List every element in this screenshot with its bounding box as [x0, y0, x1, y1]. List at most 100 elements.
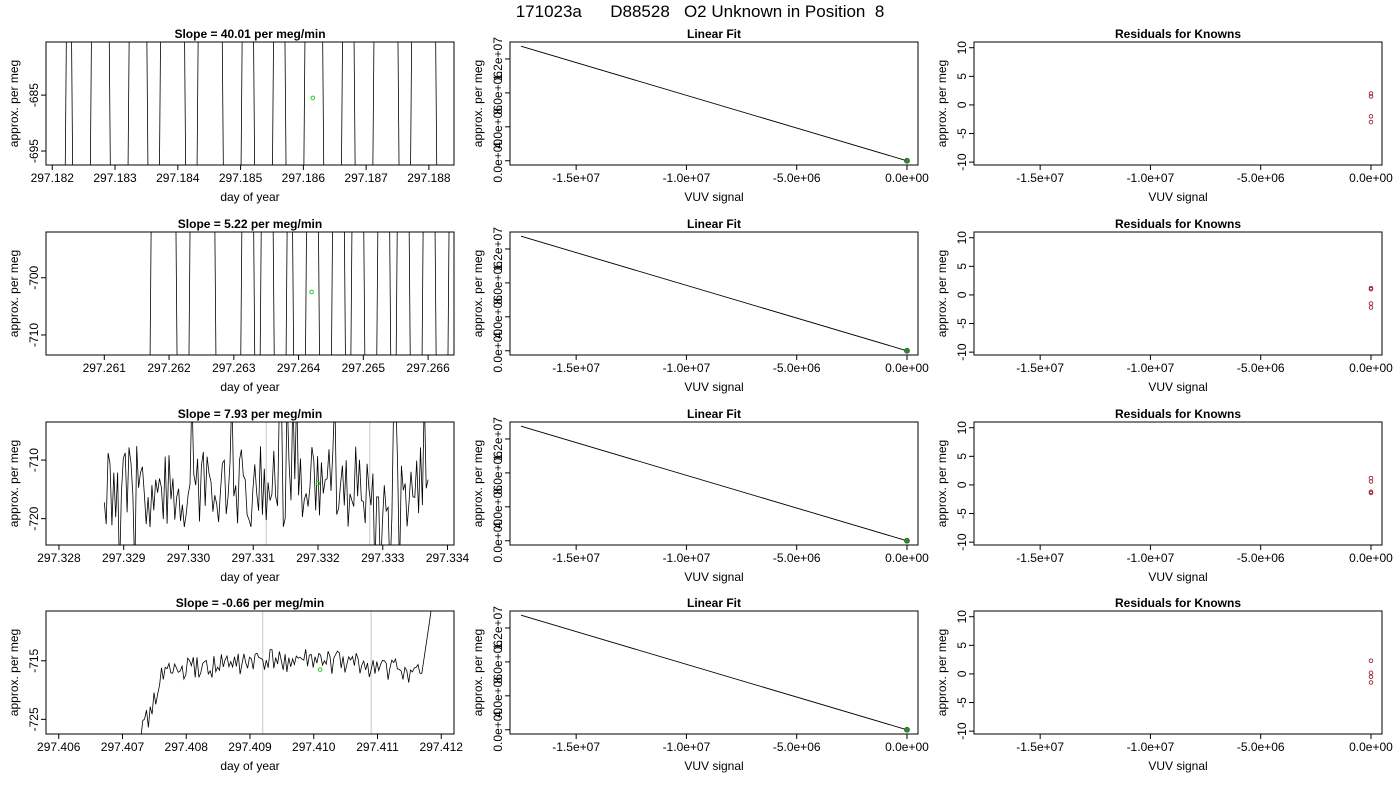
panel-r1-linear-fit-frame	[509, 41, 919, 166]
panel-r4-residuals-xtick-label: -1.5e+07	[1016, 740, 1064, 754]
panel-r2-linear-fit-ytick-label: 1.2e+07	[491, 227, 505, 271]
panel-r3-residuals-x-axis-label: VUV signal	[1148, 570, 1207, 584]
panel-r4-timeseries-y-axis-label: approx. per meg	[7, 629, 21, 716]
panel-r4-residuals-title: Residuals for Knowns	[1115, 596, 1241, 610]
panel-r3-timeseries-xtick-label: 297.329	[102, 551, 146, 565]
panel-r3-residuals-y-axis-label: approx. per meg	[935, 440, 949, 527]
panel-r3-residuals-y-ticks: -10 -5 0 5 10	[955, 421, 974, 551]
panel-r3-timeseries-y-axis-label: approx. per meg	[7, 440, 21, 527]
panel-r1-residuals-ytick-label: 0	[955, 101, 969, 108]
panel-r2-residuals-xtick-label: -5.0e+06	[1237, 361, 1285, 375]
panel-r2-linear-fit-ytick-label: 0.0e+00	[491, 329, 505, 373]
panel-r1-timeseries-xtick-label: 297.182	[31, 171, 75, 185]
panel-r1-residuals-xtick-label: -1.5e+07	[1016, 171, 1064, 185]
panel-r4-timeseries-xtick-label: 297.411	[356, 740, 399, 754]
panel-r2-linear-fit-xtick-label: 0.0e+00	[885, 361, 929, 375]
panel-r1-residuals-y-axis-label: approx. per meg	[935, 60, 949, 147]
panel-r1-linear-fit-y-ticks: 0.0e+004.0e+068.0e+061.2e+07	[491, 37, 510, 183]
panel-r4-linear-fit-ytick-label: 0.0e+00	[491, 708, 505, 752]
panel-r3-timeseries-xtick-label: 297.333	[361, 551, 405, 565]
panel-r2-linear-fit-ytick-label: 4.0e+06	[491, 295, 505, 339]
panel-r1-residuals: Residuals for Knowns -1.5e+07 -1.0e+07 -5.0…	[935, 27, 1393, 204]
panel-r3-residuals-ytick-label: 0	[955, 481, 969, 488]
panel-r4-residuals: Residuals for Knowns -1.5e+07 -1.0e+07 -5.0…	[935, 596, 1393, 773]
panel-r4-linear-fit-ytick-label: 8.0e+06	[491, 640, 505, 684]
panel-r2-residuals-y-ticks: -10 -5 0 5 10	[955, 231, 974, 361]
panel-r1-linear-fit-y-axis-label: approx. per meg	[471, 60, 485, 147]
panel-r1-linear-fit-ytick-label: 8.0e+06	[491, 71, 505, 115]
panel-r1-residuals-ytick-label: -5	[955, 128, 969, 139]
panel-r2-linear-fit-x-ticks: -1.5e+07 -1.0e+07 -5.0e+06 0.0e+00	[552, 355, 929, 375]
panel-r1-residuals-xtick-label: -1.0e+07	[1127, 171, 1175, 185]
panel-r4-residuals-residual-point	[1368, 670, 1374, 676]
panel-r3-residuals-ytick-label: -10	[955, 533, 969, 551]
panel-r4-linear-fit-x-axis-label: VUV signal	[684, 759, 743, 773]
panel-r2-timeseries-xtick-label: 297.265	[342, 361, 386, 375]
panel-r3-timeseries-xtick-label: 297.331	[232, 551, 276, 565]
panel-r3-timeseries-title: Slope = 7.93 per meg/min	[178, 407, 322, 421]
panel-r2-timeseries-xtick-label: 297.261	[83, 361, 127, 375]
panel-r3-residuals-plot-area	[1368, 475, 1374, 496]
panel-r3-linear-fit-ytick-label: 8.0e+06	[491, 451, 505, 495]
panel-r3-linear-fit-x-axis-label: VUV signal	[684, 570, 743, 584]
panel-r3-linear-fit-xtick-label: -1.0e+07	[663, 551, 711, 565]
panel-r1-residuals-plot-area	[1368, 91, 1374, 125]
panel-r1-timeseries-ytick-label: -695	[27, 139, 41, 163]
panel-r3-timeseries-plot-area	[103, 422, 429, 545]
panel-r2-linear-fit-known-point	[904, 347, 910, 354]
page-title: 171023a D88528 O2 Unknown in Position 8	[515, 2, 885, 21]
panel-r4-residuals-ytick-label: -5	[955, 697, 969, 708]
panel-r4-linear-fit-xtick-label: -5.0e+06	[773, 740, 821, 754]
panel-r1-linear-fit-xtick-label: -1.0e+07	[663, 171, 711, 185]
panel-r3-timeseries-xtick-label: 297.330	[167, 551, 211, 565]
panel-r3-linear-fit-known-point	[904, 537, 910, 544]
panel-r4-linear-fit-y-ticks: 0.0e+004.0e+068.0e+061.2e+07	[491, 606, 510, 752]
panel-r2-residuals-plot-area	[1368, 285, 1374, 310]
panel-r3-linear-fit-xtick-label: -5.0e+06	[773, 551, 821, 565]
panel-r2-linear-fit-xtick-label: -1.5e+07	[552, 361, 600, 375]
panel-r2-residuals-ytick-label: 0	[955, 291, 969, 298]
panel-r4-timeseries-xtick-label: 297.412	[420, 740, 464, 754]
panel-r2-timeseries-x-axis-label: day of year	[220, 380, 279, 394]
panel-r2-timeseries-xtick-label: 297.264	[277, 361, 321, 375]
panel-r1-linear-fit-xtick-label: -5.0e+06	[773, 171, 821, 185]
panel-r1-linear-fit-fit-line	[520, 45, 908, 162]
panel-r4-linear-fit-x-ticks: -1.5e+07 -1.0e+07 -5.0e+06 0.0e+00	[552, 734, 929, 754]
panel-r2-residuals-y-axis-label: approx. per meg	[935, 250, 949, 337]
panel-r1-residuals-xtick-label: -5.0e+06	[1237, 171, 1285, 185]
panel-r2-linear-fit-plot-area	[520, 235, 910, 354]
panel-r4-timeseries-ytick-label: -715	[27, 648, 41, 672]
panel-r4-timeseries-xtick-label: 297.408	[165, 740, 209, 754]
panel-r4-residuals-xtick-label: -1.0e+07	[1127, 740, 1175, 754]
panel-r3-timeseries-series-line	[103, 422, 429, 545]
panel-r1-residuals-residual-point	[1368, 91, 1374, 96]
panel-r3-residuals-residual-point	[1368, 490, 1374, 496]
panel-r4-residuals-residual-point	[1368, 680, 1374, 685]
panel-r2-residuals-ytick-label: -10	[955, 343, 969, 361]
panel-r2-timeseries-x-ticks: 297.261 297.262 297.263 297.264 297.265 297.2…	[83, 355, 450, 375]
panel-r2-linear-fit-xtick-label: -1.0e+07	[663, 361, 711, 375]
panel-r4-linear-fit-xtick-label: -1.5e+07	[552, 740, 600, 754]
panel-r1-linear-fit-xtick-label: 0.0e+00	[885, 171, 929, 185]
panel-r4-residuals-frame	[973, 610, 1383, 735]
panel-r1-residuals-xtick-label: 0.0e+00	[1349, 171, 1393, 185]
panel-r2-residuals-xtick-label: 0.0e+00	[1349, 361, 1393, 375]
panel-r2-linear-fit-y-axis-label: approx. per meg	[471, 250, 485, 337]
panel-r3-residuals: Residuals for Knowns -1.5e+07 -1.0e+07 -5.0…	[935, 407, 1393, 584]
panel-r4-timeseries-xtick-label: 297.409	[228, 740, 272, 754]
panel-r2-timeseries-ytick-label: -700	[27, 265, 41, 289]
panel-r1-residuals-x-ticks: -1.5e+07 -1.0e+07 -5.0e+06 0.0e+00	[1016, 165, 1393, 185]
panel-r1-residuals-frame	[973, 41, 1383, 166]
panel-r1-residuals-x-axis-label: VUV signal	[1148, 190, 1207, 204]
panel-r4-residuals-plot-area	[1368, 658, 1374, 685]
panel-r3-residuals-title: Residuals for Knowns	[1115, 407, 1241, 421]
panel-r1-timeseries-xtick-label: 297.186	[282, 171, 326, 185]
panel-r1-linear-fit-known-point	[904, 157, 910, 164]
panel-r2-residuals-x-axis-label: VUV signal	[1148, 380, 1207, 394]
panel-r1-residuals-ytick-label: 10	[955, 41, 969, 55]
panel-r3-linear-fit-fit-line	[520, 425, 908, 542]
panel-r2-residuals-residual-point	[1368, 286, 1374, 292]
panel-r2-linear-fit-fit-line	[520, 235, 908, 352]
panel-r1-residuals-residual-point	[1368, 114, 1374, 119]
